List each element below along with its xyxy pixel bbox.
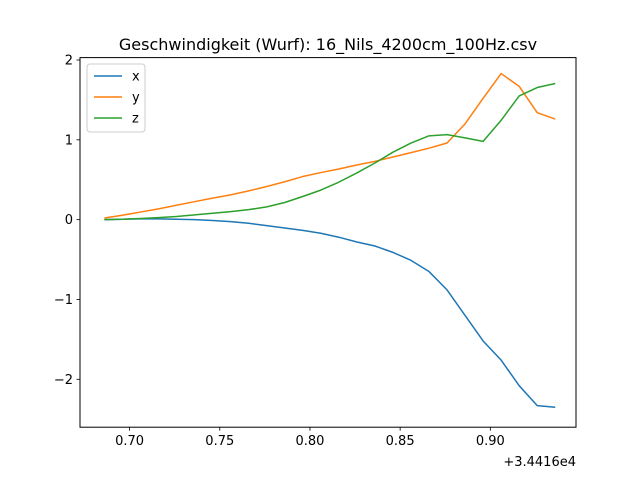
x-axis: 0.70 0.75 0.80 0.85 0.90 (115, 427, 505, 449)
y-tick-label: 2 (65, 53, 73, 68)
x-tick-label: 0.75 (205, 434, 234, 449)
legend: xyz (86, 63, 146, 133)
x-tick-label: 0.80 (295, 434, 324, 449)
series-line-z (104, 82, 556, 221)
axes-frame (79, 57, 577, 428)
x-tick-label: 0.70 (115, 434, 144, 449)
y-tick-label: 1 (65, 133, 73, 148)
series-line-y (104, 72, 556, 219)
y-tick-label: −2 (54, 373, 73, 388)
series-line-x (104, 218, 556, 408)
x-tick-label: 0.90 (476, 434, 505, 449)
legend-label-y: y (132, 91, 140, 106)
x-tick-label: 0.85 (386, 434, 415, 449)
x-offset-label: +3.4416e4 (503, 455, 576, 470)
y-axis: −2 −1 0 1 2 (54, 53, 80, 388)
y-tick-label: −1 (54, 293, 73, 308)
chart-title: Geschwindigkeit (Wurf): 16_Nils_4200cm_1… (119, 35, 537, 55)
legend-label-x: x (132, 70, 140, 85)
legend-box (86, 63, 146, 133)
legend-label-z: z (132, 112, 139, 127)
series-layer (104, 72, 556, 408)
y-tick-label: 0 (65, 213, 73, 228)
